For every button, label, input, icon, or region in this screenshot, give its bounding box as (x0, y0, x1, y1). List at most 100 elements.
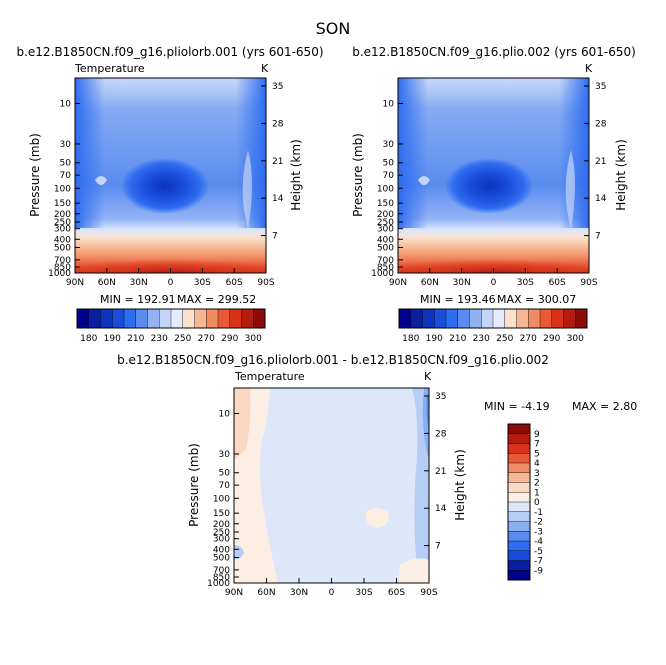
panel-2: b.e12.B1850CN.f09_g16.plio.002 (yrs 601-… (351, 45, 636, 344)
panel-2-subtitle-right: K (585, 62, 593, 75)
colorbar-swatch (422, 308, 435, 329)
x-tick-label: 30N (453, 278, 471, 288)
colorbar-swatch (112, 308, 125, 329)
y-tick-label: 10 (60, 100, 72, 110)
panel-2-max-label: MAX = 300.07 (497, 293, 576, 306)
y-tick-label: 200 (54, 210, 71, 220)
colorbar-swatch (507, 482, 531, 493)
colorbar-swatch (123, 308, 137, 329)
y-tick-label: 50 (219, 469, 231, 479)
y-tick-label: 150 (213, 509, 230, 519)
colorbar-label: 250 (496, 334, 513, 344)
colorbar-swatch (507, 453, 531, 464)
x-tick-label: 60S (226, 278, 243, 288)
y-right-tick-label: 21 (595, 157, 606, 167)
colorbar-swatch (88, 308, 102, 329)
y-tick-label: 300 (54, 225, 71, 235)
y-right-tick-label: 7 (435, 542, 441, 552)
x-tick-label: 90S (420, 588, 437, 598)
colorbar-swatch (100, 308, 113, 329)
y-tick-label: 250 (54, 218, 71, 228)
x-tick-label: 30N (130, 278, 148, 288)
colorbar-label: -5 (534, 547, 543, 557)
y-right-tick-label: 28 (595, 119, 607, 129)
colorbar-label: 270 (520, 334, 537, 344)
colorbar-label: 210 (449, 334, 466, 344)
panel-3-ylabel: Pressure (mb) (187, 443, 201, 527)
panel-1-ylabel-right: Height (km) (289, 139, 303, 210)
panel-2-colorbar: 180 190 210 230 250 270 290 300 (398, 308, 588, 344)
x-tick-label: 60N (257, 588, 275, 598)
y-right-tick-label: 14 (595, 194, 607, 204)
x-tick-label: 90S (580, 278, 597, 288)
colorbar-swatch (457, 308, 471, 329)
y-tick-label: 150 (377, 199, 394, 209)
colorbar-swatch (539, 308, 553, 329)
x-tick-label: 60S (388, 588, 405, 598)
y-tick-label: 150 (54, 199, 71, 209)
panel-1-max-label: MAX = 299.52 (177, 293, 256, 306)
colorbar-label: 270 (198, 334, 215, 344)
y-tick-label: 30 (60, 140, 72, 150)
x-tick-label: 60N (98, 278, 116, 288)
colorbar-swatch (507, 433, 531, 445)
colorbar-swatch (575, 308, 588, 329)
y-tick-label: 1000 (371, 269, 394, 279)
y-tick-label: 850 (377, 263, 394, 273)
figure-title: SON (316, 19, 351, 38)
y-tick-label: 70 (60, 171, 72, 181)
panel-3-ylabel-right: Height (km) (453, 449, 467, 520)
y-tick-label: 700 (377, 256, 394, 266)
y-tick-label: 300 (213, 535, 230, 545)
panel-3: b.e12.B1850CN.f09_g16.pliolorb.001 - b.e… (117, 353, 637, 598)
colorbar-swatch (563, 308, 576, 329)
colorbar-swatch (507, 550, 531, 562)
y-right-tick-label: 21 (272, 157, 283, 167)
colorbar-label: 2 (534, 479, 540, 489)
panel-1-subtitle-left: Temperature (74, 62, 145, 75)
y-tick-label: 10 (219, 410, 231, 420)
colorbar-label: 180 (402, 334, 419, 344)
colorbar-swatch (504, 308, 518, 329)
y-right-tick-label: 35 (272, 82, 283, 92)
colorbar-swatch (507, 570, 531, 581)
colorbar-swatch (507, 511, 531, 523)
colorbar-swatch (507, 540, 531, 552)
y-tick-label: 500 (377, 243, 394, 253)
y-tick-label: 10 (383, 100, 395, 110)
colorbar-swatch (398, 308, 412, 329)
colorbar-label: 9 (534, 430, 540, 440)
colorbar-label: 290 (543, 334, 560, 344)
x-tick-label: 30S (194, 278, 211, 288)
colorbar-frame (507, 423, 531, 581)
colorbar-swatch (217, 308, 231, 329)
colorbar-swatch (507, 501, 531, 513)
colorbar-swatch (241, 308, 254, 329)
colorbar-label: -4 (534, 537, 543, 547)
y-tick-label: 700 (213, 566, 230, 576)
colorbar-swatch (206, 308, 219, 329)
colorbar-label: 7 (534, 440, 540, 450)
colorbar-label: -9 (534, 566, 543, 576)
colorbar-swatch (170, 308, 184, 329)
y-right-tick-label: 21 (435, 467, 446, 477)
colorbar-label: 0 (534, 498, 540, 508)
panel-3-subtitle-right: K (424, 370, 432, 383)
colorbar-swatch (507, 423, 531, 435)
y-tick-label: 500 (54, 243, 71, 253)
x-tick-label: 0 (491, 278, 497, 288)
x-tick-label: 60S (549, 278, 566, 288)
y-tick-label: 700 (54, 256, 71, 266)
colorbar-label: 180 (80, 334, 97, 344)
colorbar-label: -2 (534, 518, 543, 528)
x-tick-label: 60N (421, 278, 439, 288)
panel-1-min-label: MIN = 192.91 (100, 293, 176, 306)
y-right-tick-label: 35 (595, 82, 606, 92)
colorbar-swatch (229, 308, 243, 329)
y-right-tick-label: 7 (595, 232, 601, 242)
y-right-tick-label: 14 (435, 504, 447, 514)
x-tick-label: 30N (290, 588, 308, 598)
